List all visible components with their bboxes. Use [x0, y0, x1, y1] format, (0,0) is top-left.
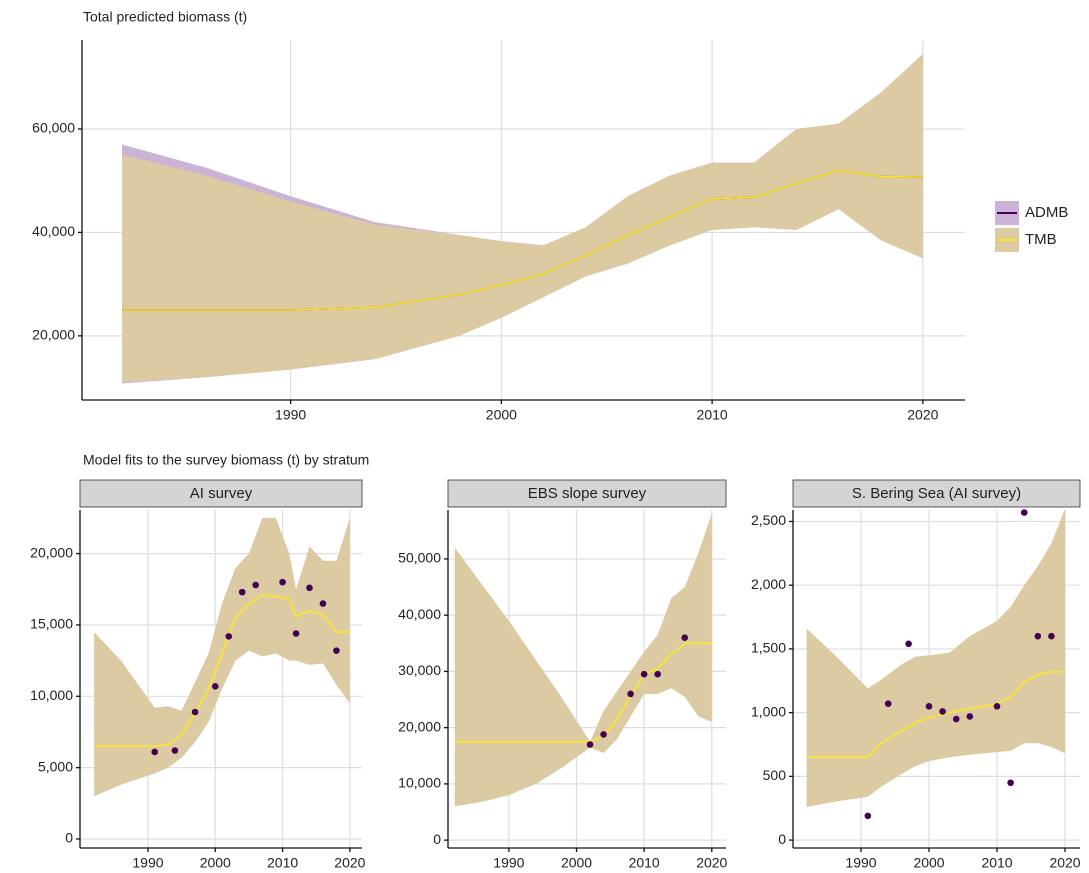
x-tick-label: 2020: [907, 407, 938, 423]
x-tick-label: 2020: [696, 855, 727, 871]
x-tick-label: 2020: [334, 855, 365, 871]
y-tick-label: 30,000: [398, 662, 441, 678]
y-tick-label: 20,000: [32, 327, 75, 343]
y-tick-label: 0: [433, 831, 441, 847]
y-tick-label: 40,000: [398, 606, 441, 622]
legend-label: ADMB: [1025, 204, 1068, 221]
x-tick-label: 2000: [561, 855, 592, 871]
x-tick-label: 1990: [845, 855, 876, 871]
observed-point: [864, 812, 872, 820]
observed-point: [171, 747, 179, 754]
observed-point: [939, 708, 946, 715]
facet-strip: [447, 479, 727, 508]
x-tick-label: 2010: [697, 407, 728, 423]
observed-point: [1034, 632, 1042, 640]
observed-point: [238, 588, 246, 596]
observed-point: [306, 584, 313, 592]
observed-point: [1020, 509, 1028, 516]
x-tick-label: 2000: [486, 407, 517, 423]
x-tick-label: 2010: [267, 855, 298, 871]
observed-point: [252, 581, 259, 589]
observed-point: [292, 630, 300, 637]
y-tick-label: 40,000: [32, 223, 75, 239]
chart-title: Total predicted biomass (t): [83, 9, 247, 25]
observed-point: [905, 640, 912, 648]
x-tick-label: 1990: [275, 407, 306, 423]
y-tick-label: 50,000: [398, 550, 441, 566]
facet-label: EBS slope survey: [528, 485, 647, 502]
observed-point: [966, 713, 974, 720]
y-tick-label: 1,500: [751, 640, 786, 656]
confidence-band: [94, 517, 350, 797]
x-tick-label: 2010: [981, 855, 1012, 871]
x-tick-label: 2010: [629, 855, 660, 871]
x-tick-label: 2000: [200, 855, 231, 871]
fit-line: [806, 671, 1066, 759]
facet-strip: [792, 479, 1081, 508]
fit-line: [122, 169, 923, 311]
fit-line: [94, 594, 350, 748]
facet-label: S. Bering Sea (AI survey): [852, 485, 1021, 502]
y-tick-label: 20,000: [30, 544, 73, 560]
y-tick-label: 60,000: [32, 120, 75, 136]
observed-point: [681, 634, 689, 641]
legend-label: TMB: [1025, 231, 1057, 248]
y-tick-label: 5,000: [38, 758, 73, 774]
x-tick-label: 1990: [132, 855, 163, 871]
y-tick-label: 10,000: [30, 687, 73, 703]
observed-point: [586, 741, 594, 748]
observed-point: [225, 633, 233, 640]
x-tick-label: 2020: [1049, 855, 1080, 871]
y-tick-label: 20,000: [398, 718, 441, 734]
observed-point: [884, 700, 892, 708]
y-tick-label: 500: [763, 767, 787, 783]
observed-point: [191, 708, 199, 716]
observed-point: [640, 670, 648, 678]
observed-point: [211, 683, 219, 690]
chart-title: Model fits to the survey biomass (t) by …: [83, 452, 369, 468]
x-tick-label: 2000: [913, 855, 944, 871]
y-tick-label: 10,000: [398, 775, 441, 791]
x-tick-label: 1990: [493, 855, 524, 871]
y-tick-label: 2,500: [751, 512, 786, 528]
observed-point: [319, 600, 327, 607]
observed-point: [600, 731, 607, 738]
facet-label: AI survey: [190, 485, 253, 502]
facet-strip: [79, 479, 363, 508]
observed-point: [151, 748, 159, 756]
y-tick-label: 15,000: [30, 616, 73, 632]
observed-point: [993, 702, 1001, 710]
observed-point: [333, 647, 340, 654]
observed-point: [1048, 632, 1055, 640]
y-tick-label: 1,000: [751, 703, 786, 719]
observed-point: [925, 702, 933, 710]
fit-line: [454, 642, 712, 743]
confidence-band: [454, 513, 712, 807]
observed-point: [952, 715, 960, 723]
observed-point: [654, 670, 661, 678]
observed-point: [627, 690, 634, 698]
observed-point: [279, 578, 286, 586]
confidence-band: [122, 53, 923, 383]
observed-point: [1007, 779, 1014, 787]
confidence-band: [806, 508, 1066, 807]
y-tick-label: 0: [778, 831, 786, 847]
y-tick-label: 0: [65, 830, 73, 846]
y-tick-label: 2,000: [751, 576, 786, 592]
